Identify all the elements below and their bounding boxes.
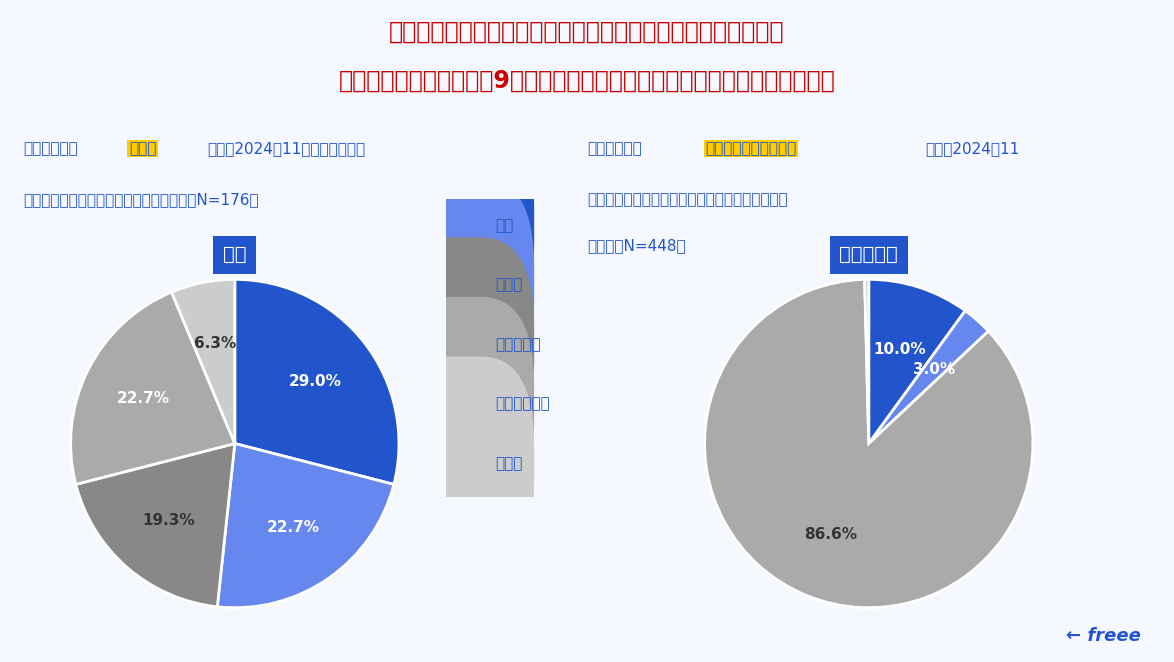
Text: 主な取引先（発注元）: 主な取引先（発注元） — [706, 141, 797, 156]
Text: 問：あなたの: 問：あなたの — [587, 141, 642, 156]
Wedge shape — [76, 444, 235, 607]
FancyBboxPatch shape — [393, 297, 534, 511]
Text: 3.0%: 3.0% — [913, 362, 954, 377]
Wedge shape — [70, 292, 235, 485]
Text: 22.7%: 22.7% — [117, 391, 170, 406]
Text: 月施行のフリーランス新法の対応をする予定です: 月施行のフリーランス新法の対応をする予定です — [587, 192, 788, 207]
Text: 勤務先: 勤務先 — [129, 141, 156, 156]
Wedge shape — [235, 279, 399, 485]
Text: 22.7%: 22.7% — [266, 520, 319, 535]
Text: 決めていない: 決めていない — [495, 397, 551, 412]
FancyBboxPatch shape — [393, 356, 534, 571]
Text: 法人: 法人 — [223, 245, 247, 264]
FancyBboxPatch shape — [393, 118, 534, 332]
Text: では、2024年11: では、2024年11 — [925, 141, 1019, 156]
Wedge shape — [217, 444, 393, 608]
Text: する: する — [495, 218, 514, 233]
Text: 29.0%: 29.0% — [289, 373, 342, 389]
FancyBboxPatch shape — [393, 178, 534, 392]
Text: ← freee: ← freee — [1066, 626, 1141, 645]
Text: 個人事業主: 個人事業主 — [839, 245, 898, 264]
Text: 19.3%: 19.3% — [142, 513, 195, 528]
Wedge shape — [704, 279, 1033, 608]
Text: 法人の約半数が新法対応を「する」もしくは「検討中」と回答: 法人の約半数が新法対応を「する」もしくは「検討中」と回答 — [390, 19, 784, 44]
Text: ランス新法の対応をする予定ですか？　（N=176）: ランス新法の対応をする予定ですか？ （N=176） — [23, 192, 259, 207]
Wedge shape — [171, 279, 235, 444]
Text: 問：あなたの: 問：あなたの — [23, 141, 79, 156]
Wedge shape — [864, 279, 869, 444]
Wedge shape — [869, 310, 989, 444]
Wedge shape — [869, 279, 965, 444]
Text: 6.3%: 6.3% — [194, 336, 236, 352]
Text: では、2024年11月施行のフリー: では、2024年11月施行のフリー — [207, 141, 365, 156]
Text: わからない: わからない — [495, 337, 541, 352]
Text: 10.0%: 10.0% — [873, 342, 925, 357]
Text: しない: しない — [495, 456, 522, 471]
FancyBboxPatch shape — [393, 238, 534, 451]
Text: 一方、個人事業主側では9割弱が取引先が対応するかどうか分からないと回答: 一方、個人事業主側では9割弱が取引先が対応するかどうか分からないと回答 — [338, 69, 836, 93]
Text: 検討中: 検討中 — [495, 277, 522, 293]
Text: 86.6%: 86.6% — [804, 527, 857, 542]
Text: か？　（N=448）: か？ （N=448） — [587, 238, 686, 254]
